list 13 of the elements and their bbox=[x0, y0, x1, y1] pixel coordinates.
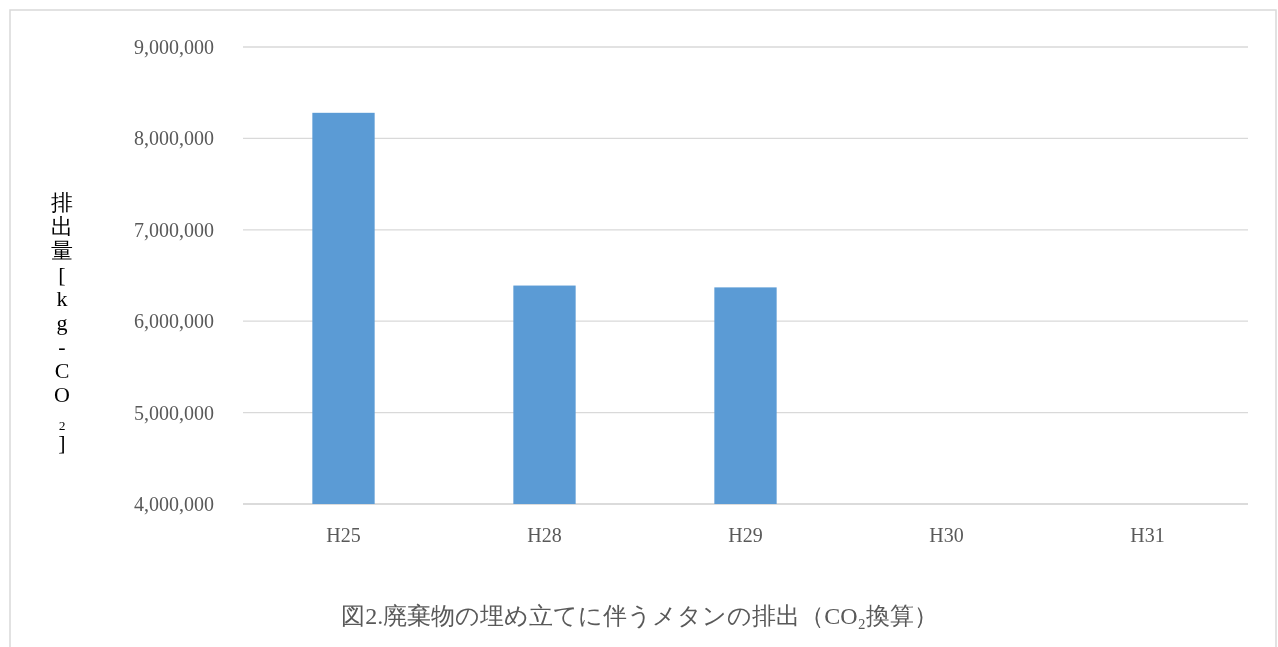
x-tick-label: H31 bbox=[1130, 524, 1165, 546]
y-tick-label: 7,000,000 bbox=[134, 218, 214, 241]
x-tick-label: H25 bbox=[326, 524, 361, 546]
x-tick-label: H30 bbox=[929, 524, 964, 546]
y-tick-label: 5,000,000 bbox=[134, 401, 214, 424]
x-tick-label: H29 bbox=[728, 524, 763, 546]
y-tick-label: 9,000,000 bbox=[134, 36, 214, 58]
y-tick-label: 6,000,000 bbox=[134, 310, 214, 333]
y-tick-label: 8,000,000 bbox=[134, 127, 214, 150]
x-tick-label: H28 bbox=[527, 524, 562, 546]
text: 排出量[kg-CO₂] bbox=[51, 190, 73, 455]
text: 図2.廃棄物の埋め立てに伴うメタンの排出（CO₂換算） bbox=[341, 603, 938, 629]
y-tick-label: 4,000,000 bbox=[134, 493, 214, 515]
